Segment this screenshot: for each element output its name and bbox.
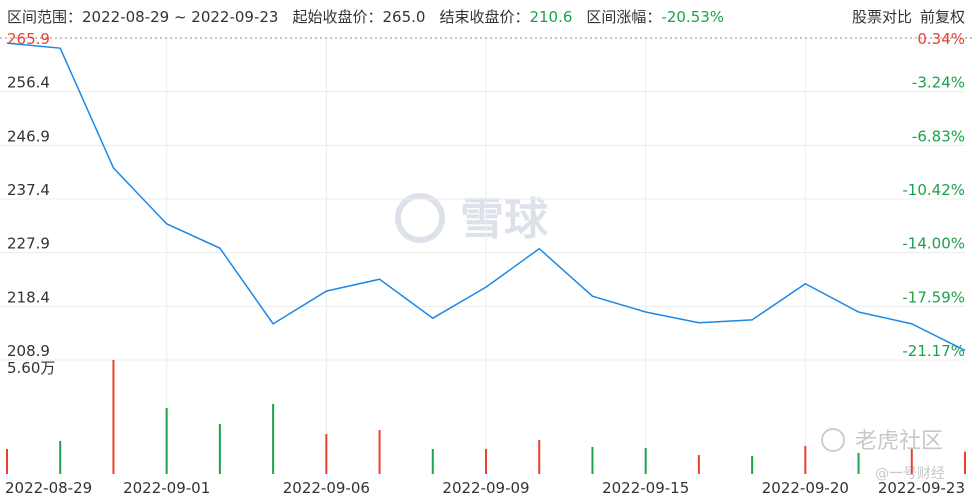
x-tick-label: 2022-09-20 [762,479,849,497]
header-item: 区间涨幅：-20.53% [586,8,724,26]
y2-tick-label: -6.83% [912,127,965,145]
header-value: -20.53% [661,8,725,26]
header: 区间范围：2022-08-29 ~ 2022-09-23 起始收盘价：265.0 结… [7,6,738,27]
y-tick-label: 208.9 [7,342,50,360]
x-tick-label: 2022-09-01 [123,479,210,497]
volume-bar [325,434,328,474]
volume-bar [378,430,381,474]
price-line [6,42,966,352]
watermark-logo [821,428,845,452]
y2-tick-label: 0.34% [917,30,965,48]
volume-bar [804,445,807,474]
y2-tick-label: -17.59% [902,288,965,306]
volume-bar [272,403,275,474]
volume-bar [165,408,168,474]
y-tick-label: 227.9 [7,235,50,253]
volume-bar [857,453,860,474]
volume-bar [485,448,487,474]
header-label: 区间涨幅： [586,8,662,26]
y2-tick-label: -14.00% [902,235,965,253]
y2-tick-label: -10.42% [902,181,965,199]
y-tick-label: 218.4 [7,288,50,306]
header-item: 起始收盘价：265.0 [292,8,425,26]
x-tick-label: 2022-09-06 [283,479,370,497]
volume-bar [538,440,541,474]
header-label: 区间范围： [7,8,83,26]
volume-bar [964,451,966,474]
y-tick-label: 237.4 [7,181,50,199]
volume-bar [591,446,594,474]
y-tick-label: 256.4 [7,74,50,92]
volume-bar [218,423,221,474]
volume-bar [644,447,647,474]
volume-bar [6,448,8,474]
volume-bar [697,455,700,474]
y2-tick-label: -3.24% [912,74,965,92]
y2-tick-label: -21.17% [902,342,965,360]
volume-bar [59,441,62,474]
header-item: 区间范围：2022-08-29 ~ 2022-09-23 [7,8,278,26]
header-value: 2022-08-29 ~ 2022-09-23 [82,8,279,26]
header-button[interactable]: 股票对比 [851,8,912,26]
header-value: 210.6 [529,8,573,26]
watermark-logo [395,193,445,243]
x-tick-label: 2022-08-29 [5,479,92,497]
header-item: 结束收盘价：210.6 [439,8,572,26]
header-button[interactable]: 前复权 [919,8,965,26]
header-value: 265.0 [382,8,426,26]
y-tick-label: 5.60万 [7,359,55,377]
header-label: 结束收盘价： [439,8,530,26]
volume-bar [910,448,913,474]
watermark: 老虎社区 [855,429,943,454]
y-tick-label: 246.9 [7,127,50,145]
header-label: 起始收盘价： [292,8,383,26]
volume-bar [112,360,115,474]
watermark: 雪球 [460,194,549,245]
x-tick-label: 2022-09-23 [878,479,965,497]
watermark: @一号财经 [875,466,945,482]
x-tick-label: 2022-09-09 [442,479,529,497]
volume-bar [431,448,434,474]
volume-bar [751,456,754,474]
x-tick-label: 2022-09-15 [602,479,689,497]
header-buttons: 股票对比 前复权 [844,6,965,27]
